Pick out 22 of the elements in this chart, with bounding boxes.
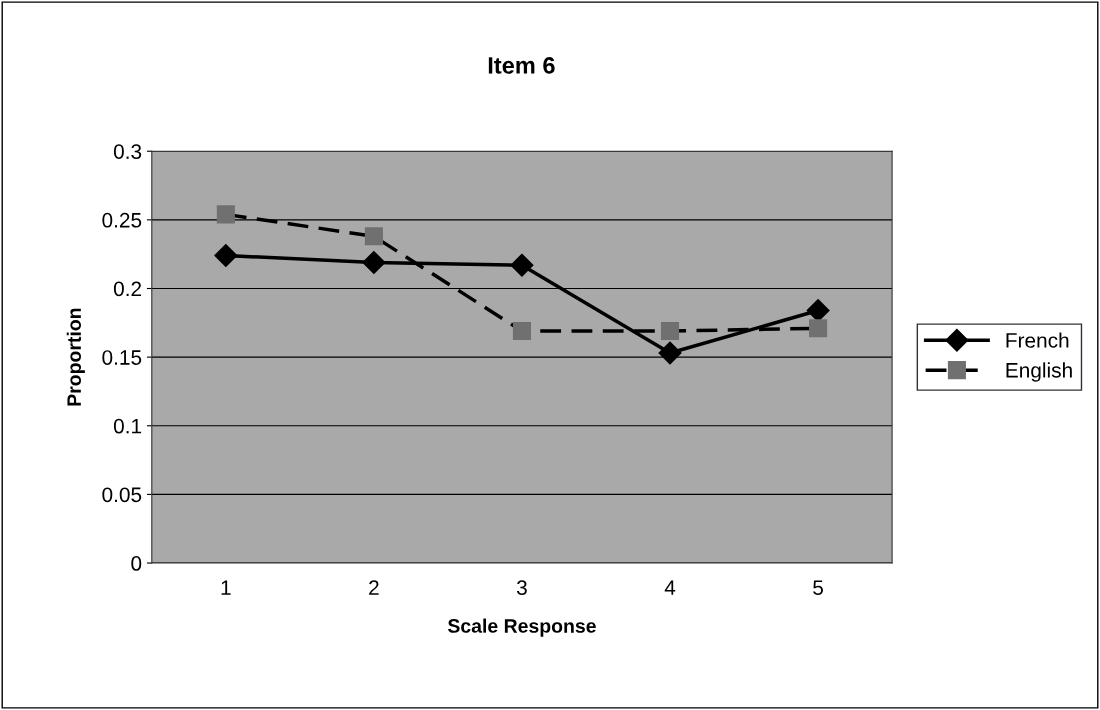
x-axis-title: Scale Response: [447, 618, 596, 637]
point: [510, 253, 534, 277]
y-tick-label: 0.2: [113, 281, 142, 297]
legend-label: French: [1006, 332, 1069, 348]
legend-label: English: [1006, 362, 1072, 382]
y-tick-label: 0.15: [102, 350, 142, 365]
point: [658, 341, 682, 365]
y-tick-label: 0.3: [113, 144, 142, 159]
y-tick-label: 0.05: [102, 487, 142, 503]
point: [806, 298, 830, 322]
x-tick-label: 5: [813, 580, 823, 595]
y-axis-title: Proportion: [66, 308, 85, 406]
chart-title: Item 6: [488, 57, 555, 74]
point: [362, 250, 386, 274]
y-tick-label: 0.25: [102, 212, 142, 228]
x-tick-label: 3: [516, 580, 527, 595]
x-tick-label: 2: [369, 580, 379, 595]
point: [214, 244, 238, 268]
y-tick-label: 0: [131, 556, 142, 571]
x-tick-label: 1: [221, 580, 231, 595]
x-tick-label: 4: [664, 580, 676, 595]
y-tick-label: 0.1: [113, 418, 142, 434]
